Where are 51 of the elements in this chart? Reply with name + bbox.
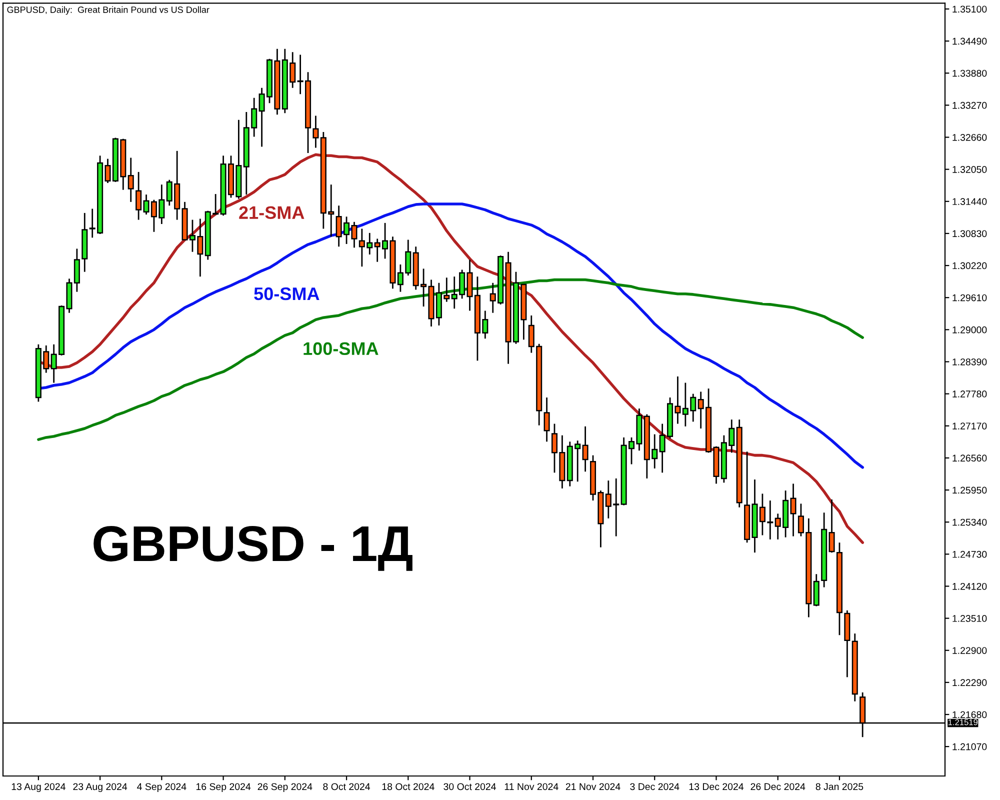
y-tick-label: 1.35100 [952, 6, 987, 13]
y-tick-label: 1.22290 [952, 679, 987, 686]
y-tick-label: 1.27780 [952, 390, 987, 398]
x-tick-label: 11 Nov 2024 [504, 783, 558, 790]
series-label: 50-SMA [254, 287, 320, 300]
y-tick-label: 1.25340 [952, 518, 987, 526]
x-tick-label: 30 Oct 2024 [444, 783, 496, 790]
series-label: 100-SMA [304, 342, 378, 356]
x-tick-label: 18 Oct 2024 [382, 783, 434, 790]
y-tick-label: 1.23510 [952, 615, 987, 622]
y-tick-label: 1.29000 [952, 326, 987, 334]
chart-title: GBPUSD, Daily: Great Britain Pound vs US Dollar [7, 6, 210, 15]
y-tick-label: 1.30830 [952, 230, 987, 238]
candlestick [544, 396, 550, 442]
ref-line-label: 1.21519 [948, 719, 978, 726]
x-tick-label: 23 Aug 2024 [73, 783, 128, 792]
series-label: 21-SMA [239, 206, 304, 220]
x-tick-label: 8 Oct 2024 [323, 783, 370, 790]
x-tick-label: 8 Jan 2025 [816, 783, 864, 790]
x-tick-label: 26 Dec 2024 [750, 783, 806, 790]
candlestick [136, 171, 142, 220]
y-tick-label: 1.24730 [952, 550, 987, 558]
x-tick-label: 4 Sep 2024 [137, 783, 186, 792]
x-tick-label: 21 Nov 2024 [566, 783, 620, 790]
y-tick-label: 1.32050 [952, 166, 987, 173]
y-tick-label: 1.27170 [952, 422, 987, 430]
y-tick-label: 1.29610 [952, 294, 987, 302]
y-tick-label: 1.34490 [952, 38, 987, 45]
y-tick-label: 1.21070 [952, 743, 987, 750]
y-tick-label: 1.33880 [952, 70, 987, 77]
y-tick-label: 1.33270 [952, 102, 987, 109]
y-tick-label: 1.30220 [952, 262, 987, 270]
x-tick-label: 26 Sep 2024 [258, 783, 312, 792]
candlestick [790, 483, 796, 537]
x-tick-label: 13 Dec 2024 [689, 783, 744, 790]
y-tick-label: 1.22900 [952, 647, 987, 654]
candlestick [582, 426, 588, 472]
y-tick-label: 1.28390 [952, 358, 987, 366]
y-tick-label: 1.21680 [952, 711, 987, 718]
annotation: GBPUSD - 1Д [94, 526, 412, 571]
candlestick [128, 157, 134, 203]
y-tick-label: 1.31440 [952, 198, 987, 206]
y-tick-label: 1.26560 [952, 454, 987, 462]
candlestick [813, 573, 820, 607]
x-tick-label: 13 Aug 2024 [12, 783, 66, 792]
y-tick-label: 1.25950 [952, 486, 987, 494]
x-tick-label: 3 Dec 2024 [630, 783, 680, 790]
candlestick [828, 498, 835, 554]
y-tick-label: 1.24120 [952, 582, 987, 590]
y-tick-label: 1.32660 [952, 134, 987, 141]
x-tick-label: 16 Sep 2024 [196, 783, 251, 792]
